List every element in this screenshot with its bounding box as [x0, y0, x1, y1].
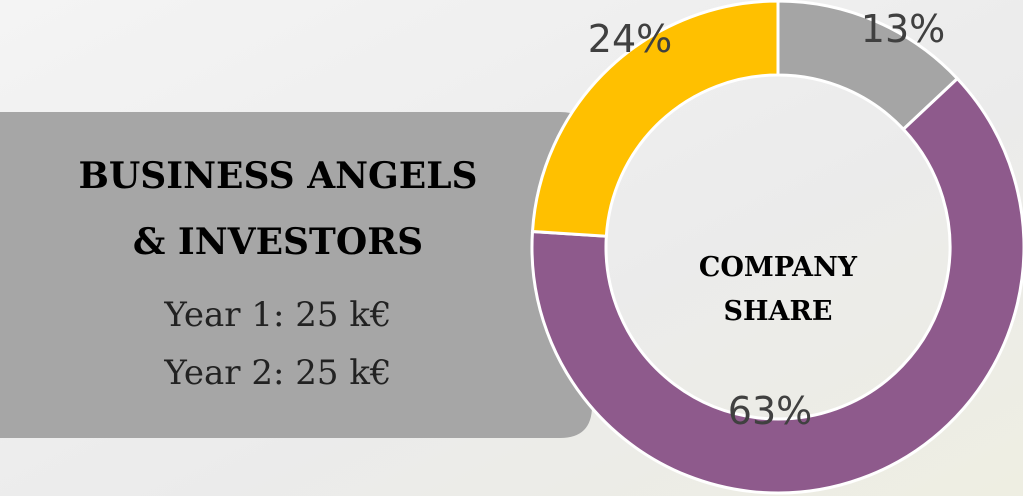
panel-text: BUSINESS ANGELS & INVESTORS Year 1: 25 k…	[78, 155, 477, 393]
center-label: SHARE	[724, 296, 833, 327]
info-panel	[0, 112, 592, 438]
data-label: 13%	[861, 7, 945, 51]
center-label: COMPANY	[699, 252, 858, 283]
data-label: 24%	[588, 17, 672, 61]
data-label: 63%	[728, 389, 812, 433]
panel-title: & INVESTORS	[133, 221, 423, 263]
donut-segment	[530, 0, 780, 238]
panel-line: Year 2: 25 k€	[163, 353, 391, 393]
donut-chart	[530, 0, 1023, 495]
panel-line: Year 1: 25 k€	[163, 295, 391, 335]
panel-title: BUSINESS ANGELS	[78, 155, 477, 197]
donut-segment	[530, 76, 1023, 495]
